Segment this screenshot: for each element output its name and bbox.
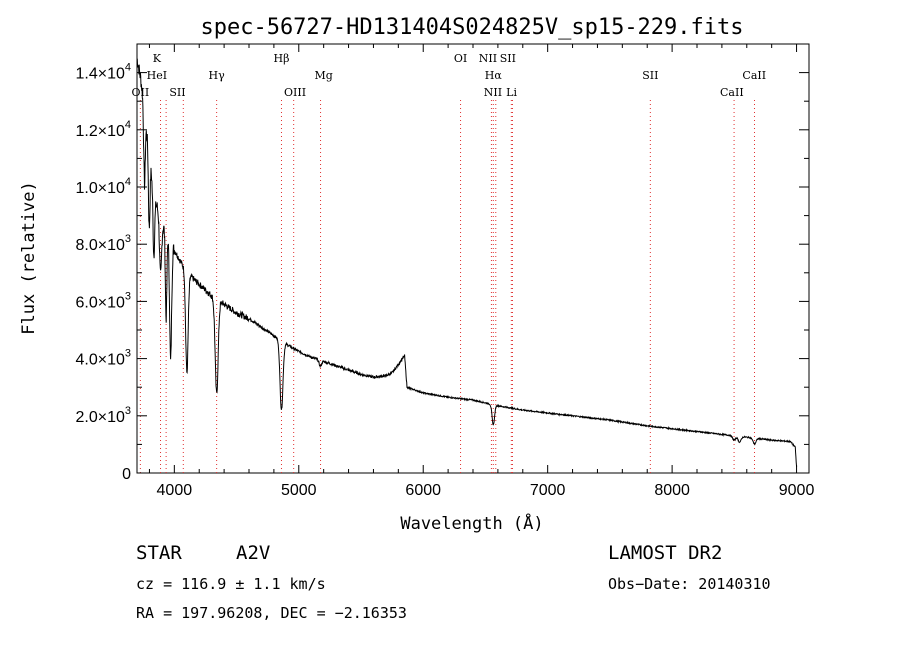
line-marker-label: OII [132,86,150,99]
line-marker-label: SII [169,86,185,99]
y-tick-label: 8.0×103 [75,233,131,254]
subclass-label: A2V [236,542,271,564]
y-tick-label: 6.0×103 [75,290,131,311]
x-tick-label: 8000 [654,482,690,499]
line-marker-label: Hα [485,69,503,82]
survey-label: LAMOST DR2 [608,542,723,564]
plot-frame [136,43,810,474]
line-marker-label: HeI [147,69,167,82]
redshift-readout: cz = 116.9 ± 1.1 km/s [136,575,326,593]
line-marker-label: SII [500,52,516,65]
line-marker-label: SII [642,69,658,82]
line-marker-label: CaII [720,86,744,99]
y-tick-label: 1.0×104 [75,176,131,197]
x-tick-label: 9000 [779,482,815,499]
axis-ticks: 4000 5000 6000 7000 8000 9000 0 2.0×103 4.0×103 6… [75,43,815,499]
line-marker-label: Mg [315,69,333,82]
y-tick-label: 1.2×104 [75,119,131,140]
y-tick-label: 1.4×104 [75,62,131,83]
x-tick-label: 6000 [405,482,441,499]
obs-date-readout: Obs−Date: 20140310 [608,575,771,593]
y-tick-label: 4.0×103 [75,348,131,369]
class-label: STAR [136,542,182,564]
line-marker-label: Li [506,86,517,99]
x-tick-label: 4000 [157,482,193,499]
x-tick-label: 5000 [281,482,317,499]
line-marker-label: Hγ [209,69,226,82]
line-marker-label: NII [484,86,502,99]
y-tick-label: 0 [122,466,131,483]
chart-title: spec-56727-HD131404S024825V_sp15-229.fit… [200,15,743,40]
x-tick-label: 7000 [530,482,566,499]
line-marker-label: OIII [284,86,306,99]
y-tick-label: 2.0×103 [75,405,131,426]
y-axis-label: Flux (relative) [19,181,39,335]
line-marker-label: Hβ [274,52,290,65]
line-marker-label: CaII [742,69,766,82]
line-marker-label: OI [454,52,467,65]
x-axis-label: Wavelength (Å) [400,512,543,534]
line-marker-label: K [153,52,162,65]
line-marker-label: NII [479,52,497,65]
coordinates-readout: RA = 197.96208, DEC = −2.16353 [136,604,407,622]
spectrum-line [136,58,798,468]
